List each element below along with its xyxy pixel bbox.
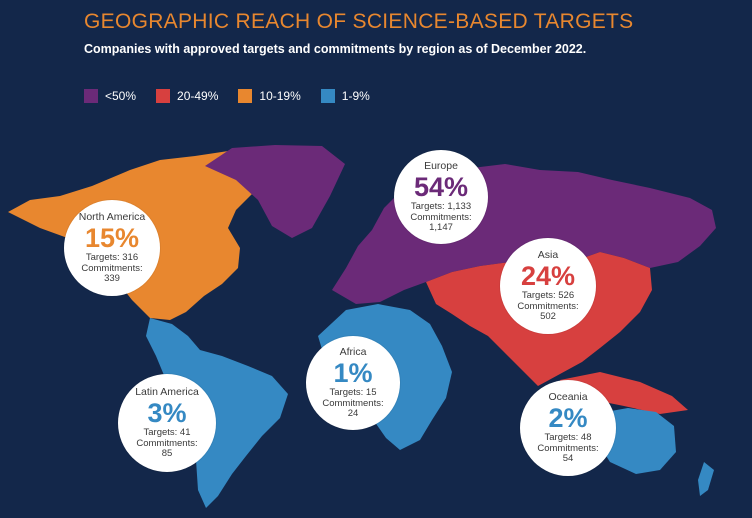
region-percent: 1%	[333, 358, 373, 389]
region-targets: Targets: 526	[521, 290, 575, 302]
region-name: Oceania	[548, 391, 588, 404]
legend-swatch-blue	[320, 89, 335, 103]
region-percent: 24%	[520, 261, 576, 292]
region-callout-north-america: North America 15% Targets: 316 Commitmen…	[64, 200, 160, 296]
legend-swatch-purple	[84, 89, 98, 103]
region-callout-oceania: Oceania 2% Targets: 48 Commitments: 54	[520, 380, 616, 476]
legend: <50% 20-49% 10-19% 1-9%	[84, 89, 390, 103]
region-targets: Targets: 41	[143, 427, 191, 439]
region-commitments-label: Commitments:	[517, 300, 579, 312]
region-commitments-label: Commitments:	[322, 397, 384, 409]
page-title: GEOGRAPHIC REACH OF SCIENCE-BASED TARGET…	[84, 10, 634, 33]
region-latin-america	[146, 318, 288, 508]
region-callout-latin-america: Latin America 3% Targets: 41 Commitments…	[118, 374, 216, 472]
region-callout-asia: Asia 24% Targets: 526 Commitments: 502	[500, 238, 596, 334]
region-se-asia	[560, 372, 688, 414]
region-commitments-value: 502	[540, 311, 556, 323]
region-commitments-label: Commitments:	[81, 262, 143, 274]
region-targets: Targets: 48	[544, 432, 592, 444]
legend-item-red: 20-49%	[156, 89, 218, 103]
region-commitments-label: Commitments:	[410, 211, 472, 223]
region-name: Europe	[424, 160, 458, 173]
region-percent: 2%	[548, 403, 588, 434]
region-targets: Targets: 15	[329, 387, 377, 399]
region-name: North America	[78, 211, 146, 224]
region-commitments-value: 54	[562, 453, 574, 465]
legend-label-purple: <50%	[105, 89, 137, 103]
region-percent: 3%	[147, 398, 187, 429]
legend-label-red: 20-49%	[177, 89, 219, 103]
region-commitments-value: 339	[104, 273, 120, 285]
region-greenland	[205, 145, 345, 238]
region-commitments-value: 1,147	[429, 222, 453, 234]
legend-item-blue: 1-9%	[320, 89, 370, 103]
region-commitments-label: Commitments:	[136, 437, 198, 449]
region-commitments-value: 24	[347, 408, 359, 420]
region-name: Africa	[339, 346, 367, 359]
region-name: Latin America	[135, 386, 199, 399]
region-new-zealand	[698, 462, 714, 496]
region-name: Asia	[537, 249, 559, 262]
region-percent: 15%	[84, 223, 140, 254]
legend-item-orange: 10-19%	[238, 89, 301, 103]
region-targets: Targets: 1,133	[410, 201, 472, 213]
region-callout-africa: Africa 1% Targets: 15 Commitments: 24	[306, 336, 400, 430]
legend-swatch-red	[156, 89, 171, 103]
legend-item-purple: <50%	[84, 89, 136, 103]
region-percent: 54%	[413, 172, 469, 203]
region-commitments-value: 85	[161, 448, 173, 460]
legend-swatch-orange	[238, 89, 253, 103]
region-commitments-label: Commitments:	[537, 442, 599, 454]
region-callout-europe: Europe 54% Targets: 1,133 Commitments: 1…	[394, 150, 488, 244]
legend-label-blue: 1-9%	[341, 89, 370, 103]
legend-label-orange: 10-19%	[259, 89, 301, 103]
page-subtitle: Companies with approved targets and comm…	[84, 42, 587, 56]
region-targets: Targets: 316	[85, 252, 139, 264]
